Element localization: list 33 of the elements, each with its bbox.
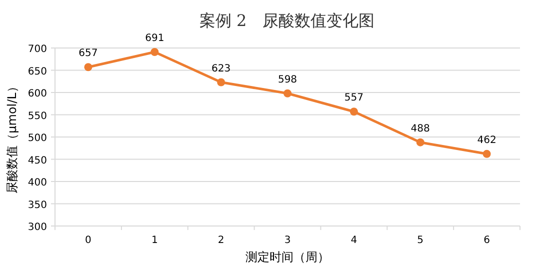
- data-label: 691: [145, 33, 164, 44]
- y-tick-label: 600: [28, 88, 47, 100]
- y-tick-label: 300: [28, 222, 47, 233]
- data-label: 488: [410, 123, 430, 134]
- x-tick-label: 2: [218, 235, 224, 246]
- data-label: 623: [212, 63, 231, 74]
- x-tick-label: 4: [350, 235, 358, 246]
- y-tick-label: 400: [28, 178, 47, 188]
- point: [350, 108, 358, 116]
- y-axis-title: 尿酸数值（μmol/L）: [5, 80, 19, 194]
- y-tick-label: 450: [28, 155, 47, 166]
- chart-title: 案例 2 尿酸数值变化图: [199, 11, 375, 30]
- y-tick-label: 550: [28, 110, 47, 122]
- y-tick-label: 650: [28, 66, 47, 78]
- point: [482, 150, 491, 158]
- point: [217, 78, 226, 86]
- point: [150, 48, 159, 56]
- x-tick-label: 6: [484, 235, 490, 246]
- x-axis-title: 测定时间（周）: [246, 250, 330, 264]
- point: [84, 63, 92, 72]
- y-tick-label: 500: [28, 133, 47, 144]
- x-tick-label: 5: [417, 235, 424, 246]
- x-tick-label: 1: [151, 235, 158, 246]
- y-tick-label: 700: [28, 44, 47, 55]
- data-label: 462: [477, 134, 496, 146]
- data-label: 557: [344, 92, 364, 104]
- data-label: 598: [278, 74, 298, 86]
- x-tick-label: 0: [85, 235, 92, 246]
- point: [284, 89, 292, 98]
- point: [416, 138, 424, 146]
- y-tick-label: 350: [28, 200, 47, 211]
- x-tick-label: 3: [284, 235, 291, 246]
- data-label: 657: [78, 48, 98, 60]
